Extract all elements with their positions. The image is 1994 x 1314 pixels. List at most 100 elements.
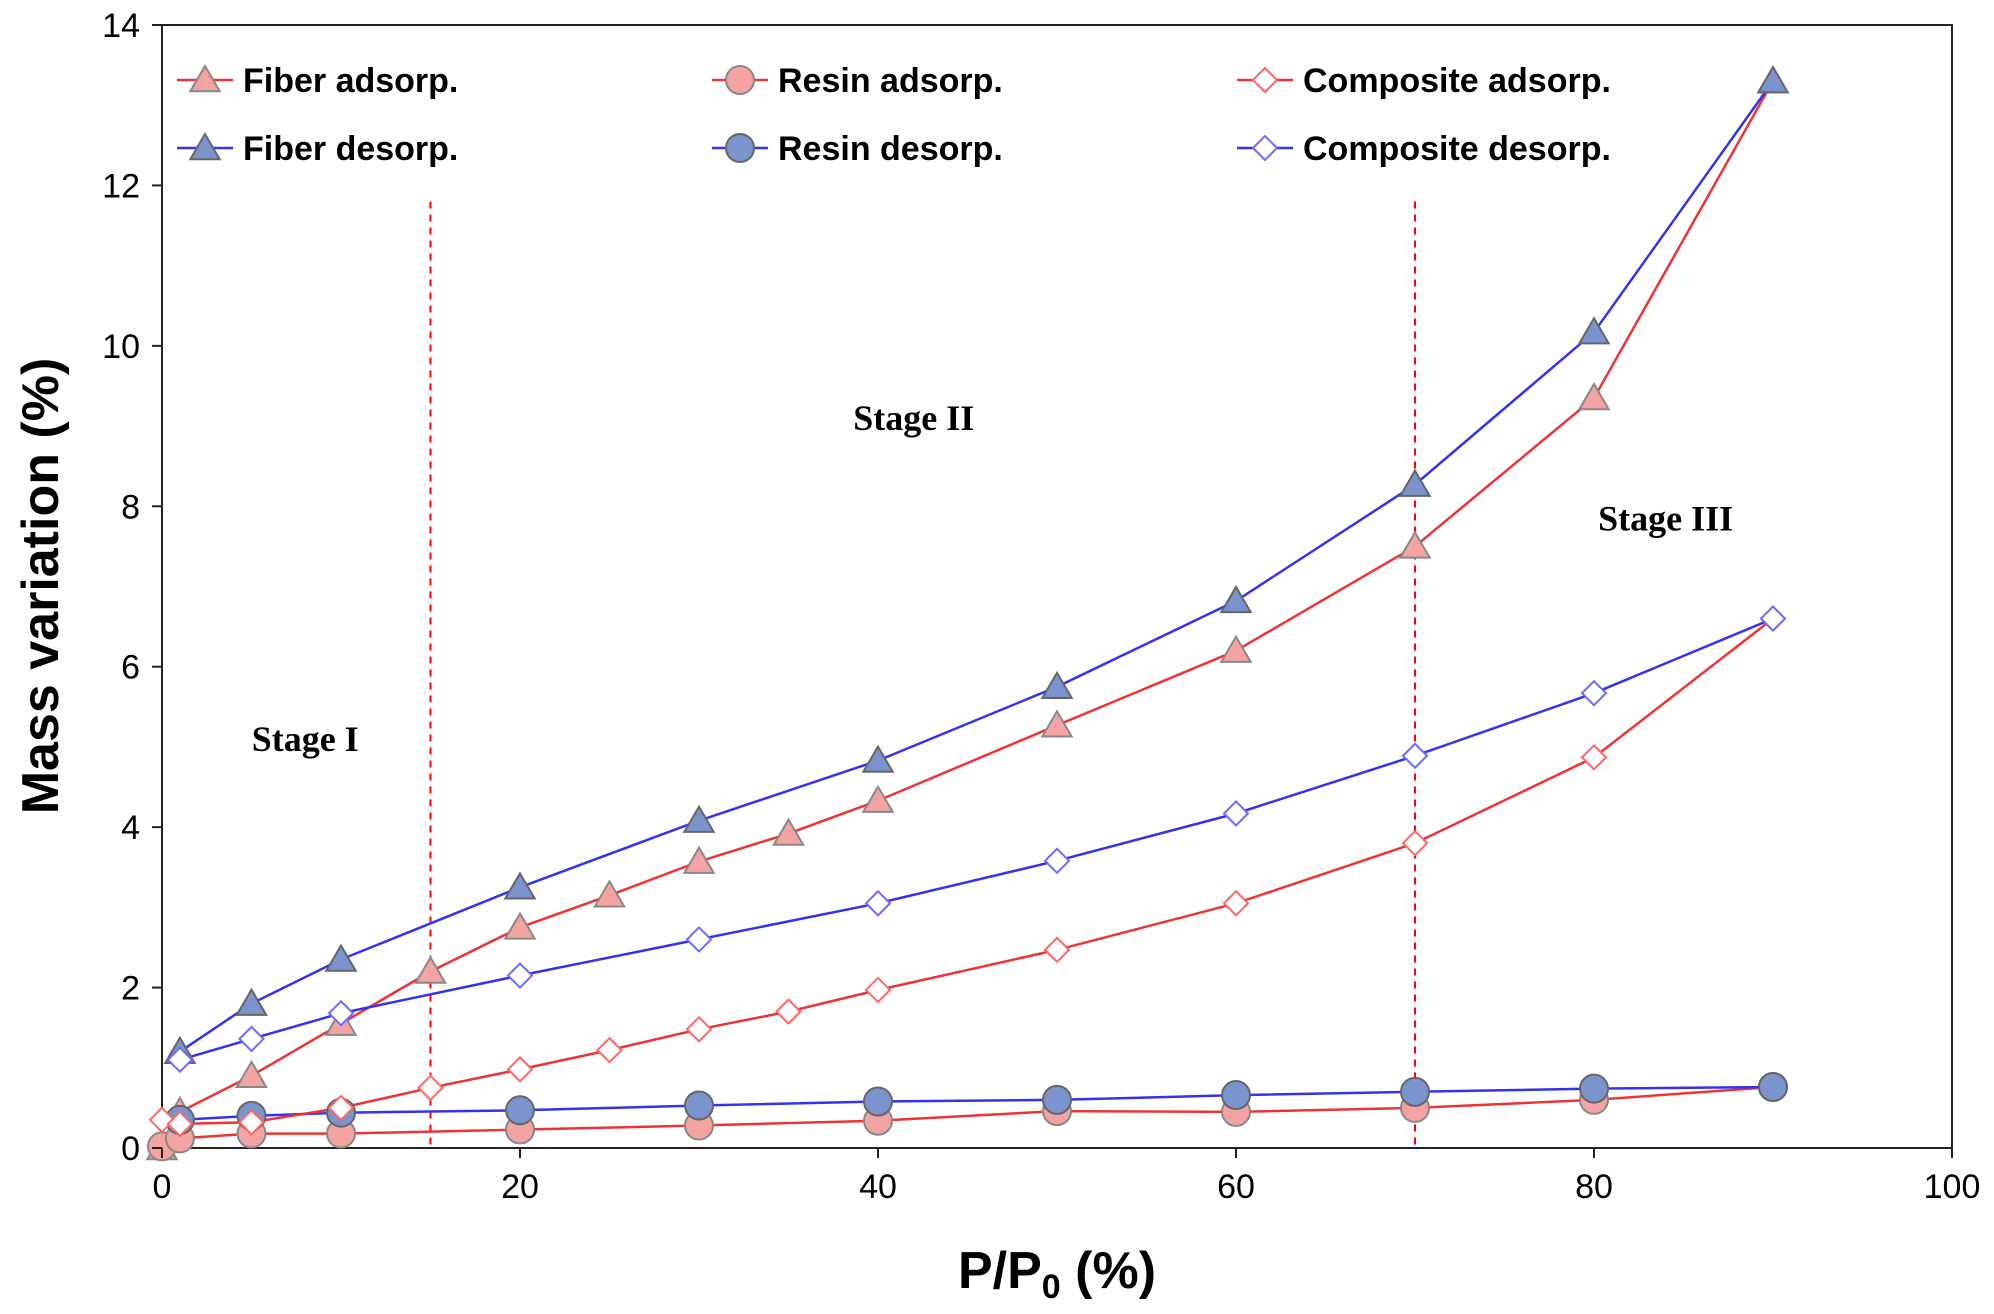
legend-item-fiber-adsorp: Fiber adsorp.: [177, 62, 458, 100]
legend-label: Composite adsorp.: [1303, 62, 1611, 100]
y-tick-label: 6: [121, 649, 140, 687]
data-point-fiber-adsorp: [593, 879, 626, 908]
y-tick-label: 4: [121, 809, 140, 847]
data-point-composite-adsorp: [417, 1074, 444, 1102]
data-point-resin-desorp: [1758, 1072, 1788, 1103]
y-axis-title: Mass variation (%): [12, 358, 70, 815]
data-point-fiber-adsorp: [861, 784, 895, 813]
stage-label: Stage III: [1598, 498, 1733, 538]
data-point-composite-desorp: [1759, 605, 1787, 632]
data-point-fiber-desorp: [235, 987, 268, 1016]
series-line-composite-adsorp: [161, 617, 1774, 1126]
data-point-composite-desorp: [1222, 800, 1250, 827]
data-point-fiber-adsorp: [1577, 382, 1611, 411]
legend-item-composite-desorp: Composite desorp.: [1237, 130, 1611, 168]
legend-item-resin-adsorp: Resin adsorp.: [712, 62, 1003, 100]
data-point-composite-desorp: [1580, 679, 1608, 707]
data-point-composite-adsorp: [238, 1108, 265, 1136]
data-point-fiber-adsorp: [235, 1059, 268, 1089]
legend-label: Resin desorp.: [778, 130, 1003, 168]
legend-item-fiber-desorp: Fiber desorp.: [177, 130, 458, 168]
data-point-fiber-desorp: [324, 943, 358, 972]
y-tick-label: 0: [121, 1130, 140, 1168]
y-tick-label: 2: [121, 970, 140, 1008]
legend-swatch-marker: [1251, 66, 1279, 94]
data-point-fiber-adsorp: [682, 845, 716, 874]
stage-label: Stage II: [853, 398, 974, 438]
data-point-fiber-adsorp: [772, 817, 805, 846]
x-tick-label: 20: [501, 1168, 539, 1206]
series-line-resin-adsorp: [161, 1085, 1774, 1148]
data-point-composite-desorp: [327, 999, 355, 1027]
legend-swatch-marker: [188, 132, 222, 161]
data-point-fiber-desorp: [1219, 584, 1253, 614]
data-point-composite-adsorp: [1401, 829, 1429, 857]
legend-label: Fiber adsorp.: [243, 62, 458, 100]
series-line-fiber-desorp: [179, 80, 1775, 1053]
series-line-fiber-adsorp: [160, 80, 1775, 1149]
data-point-resin-desorp: [1400, 1076, 1430, 1107]
legend-swatch-marker: [725, 133, 755, 163]
data-point-fiber-adsorp: [503, 911, 537, 940]
data-point-composite-adsorp: [1222, 889, 1250, 917]
data-point-composite-adsorp: [1580, 743, 1608, 771]
data-point-fiber-desorp: [861, 744, 895, 773]
data-point-composite-desorp: [864, 889, 892, 917]
x-axis-title-unit: (%): [1061, 1242, 1156, 1300]
legend-label: Composite desorp.: [1303, 130, 1611, 168]
x-tick-label: 60: [1217, 1168, 1255, 1206]
data-point-composite-adsorp: [166, 1110, 194, 1138]
data-point-fiber-adsorp: [1219, 634, 1253, 663]
data-point-composite-adsorp: [685, 1015, 713, 1043]
data-point-fiber-desorp: [1040, 670, 1074, 699]
data-point-resin-desorp: [863, 1086, 893, 1117]
legend-label: Resin adsorp.: [778, 62, 1003, 100]
legend-swatch-marker: [725, 65, 755, 95]
y-tick-label: 12: [102, 167, 140, 205]
data-point-composite-adsorp: [864, 976, 892, 1004]
legend-item-composite-adsorp: Composite adsorp.: [1237, 62, 1611, 100]
data-point-fiber-adsorp: [1398, 530, 1432, 559]
data-point-composite-adsorp: [596, 1036, 623, 1064]
y-tick-label: 10: [102, 328, 140, 366]
data-point-fiber-desorp: [682, 804, 716, 833]
data-point-fiber-adsorp: [414, 955, 447, 984]
data-point-composite-desorp: [506, 962, 534, 989]
data-point-composite-desorp: [1043, 847, 1071, 875]
x-tick-label: 100: [1924, 1168, 1981, 1206]
data-point-resin-desorp: [684, 1090, 714, 1121]
data-point-composite-adsorp: [327, 1094, 355, 1122]
data-point-fiber-desorp: [1398, 468, 1432, 497]
series-line-composite-desorp: [179, 617, 1774, 1061]
y-tick-label: 8: [121, 488, 140, 526]
x-axis-title: P/P0 (%): [958, 1242, 1156, 1306]
y-tick-label: 14: [102, 7, 140, 45]
data-point-resin-desorp: [1042, 1084, 1072, 1115]
data-point-composite-desorp: [685, 926, 713, 953]
plot-frame: [161, 24, 1953, 1149]
data-point-composite-adsorp: [1043, 936, 1071, 964]
x-tick-label: 80: [1575, 1168, 1613, 1206]
data-point-composite-desorp: [166, 1046, 194, 1074]
legend-swatch-marker: [188, 64, 222, 93]
data-point-fiber-desorp: [503, 871, 537, 900]
legend-swatch-marker: [1251, 134, 1279, 162]
x-tick-label: 0: [153, 1168, 172, 1206]
data-point-resin-desorp: [1221, 1080, 1251, 1111]
data-point-resin-desorp: [505, 1095, 535, 1126]
stage-label: Stage I: [252, 719, 359, 759]
data-point-composite-adsorp: [775, 998, 802, 1026]
data-point-composite-desorp: [1401, 742, 1429, 770]
data-point-composite-desorp: [238, 1025, 265, 1053]
data-point-resin-desorp: [1579, 1073, 1609, 1104]
data-point-composite-adsorp: [506, 1055, 534, 1083]
x-axis-title-main: P/P: [958, 1242, 1042, 1300]
data-point-fiber-desorp: [1756, 65, 1790, 94]
legend-label: Fiber desorp.: [243, 130, 458, 168]
x-axis-title-subscript: 0: [1042, 1268, 1061, 1306]
x-tick-label: 40: [859, 1168, 897, 1206]
legend-item-resin-desorp: Resin desorp.: [712, 130, 1003, 168]
data-point-fiber-adsorp: [1040, 709, 1074, 738]
data-point-fiber-desorp: [1577, 316, 1611, 345]
